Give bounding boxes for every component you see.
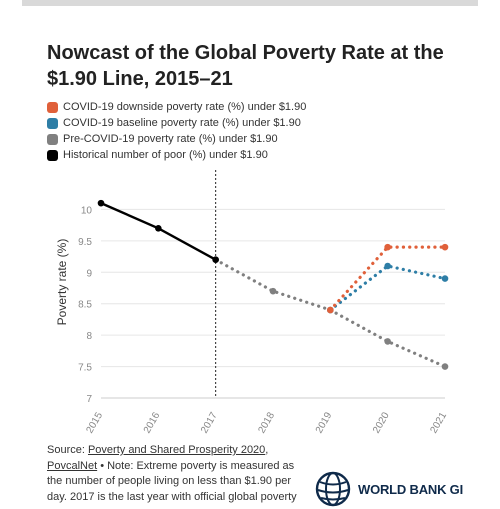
data-point <box>441 243 449 251</box>
x-tick-label: 2020 <box>371 410 392 435</box>
y-tick-label: 7 <box>86 394 92 405</box>
source-prefix: Source: <box>47 444 88 456</box>
series-layer <box>97 199 449 370</box>
y-tick-label: 10 <box>81 205 93 216</box>
series-line-covid19-3 <box>328 245 447 312</box>
data-point <box>384 262 391 270</box>
x-tick-label: 2018 <box>256 410 277 435</box>
data-point <box>327 306 334 314</box>
legend: COVID-19 downside poverty rate (%) under… <box>47 99 306 163</box>
x-tick-label: 2015 <box>84 410 105 435</box>
data-point <box>384 243 391 251</box>
data-point <box>441 275 449 282</box>
legend-swatch-historical <box>47 149 58 161</box>
y-tick-label: 9 <box>86 268 92 279</box>
y-tick-label: 8 <box>86 331 92 342</box>
legend-label-downside: COVID-19 downside poverty rate (%) under… <box>63 101 307 113</box>
line-chart: 77.588.599.510 2015 2016 2017 2018 2019 2020 2… <box>55 170 449 435</box>
top-frame-bar <box>22 0 478 6</box>
y-axis-label: Poverty rate (%) <box>55 239 69 326</box>
world-bank-wordmark: WORLD BANK GI <box>358 481 463 497</box>
data-point <box>269 287 277 295</box>
data-point <box>212 256 219 264</box>
legend-item-downside: COVID-19 downside poverty rate (%) under… <box>47 99 306 115</box>
legend-item-precovid: Pre-COVID-19 poverty rate (%) under $1.9… <box>47 131 306 147</box>
y-tick-labels: 7 7.5 8 8.5 9 9.5 10 <box>78 205 92 405</box>
data-point <box>97 199 105 207</box>
y-tick-label: 8.5 <box>78 300 92 311</box>
world-bank-logo: WORLD BANK GI <box>314 470 463 508</box>
data-point <box>441 363 449 370</box>
x-tick-label: 2021 <box>428 410 449 435</box>
legend-swatch-downside <box>47 101 58 113</box>
data-point <box>155 224 162 232</box>
legend-item-historical: Historical number of poor (%) under $1.9… <box>47 147 306 163</box>
legend-swatch-precovid <box>47 133 58 145</box>
x-tick-label: 2016 <box>142 410 163 435</box>
source-note-text: • Note: Extreme poverty is measured as t… <box>47 459 297 503</box>
series-line-covid19-2 <box>328 264 447 312</box>
x-tick-labels: 2015 2016 2017 2018 2019 2020 2021 <box>84 410 449 435</box>
data-point <box>384 338 391 345</box>
source-link-povcalnet[interactable]: PovcalNet <box>47 459 98 472</box>
legend-label-baseline: COVID-19 baseline poverty rate (%) under… <box>63 117 301 129</box>
y-tick-label: 9.5 <box>78 237 92 248</box>
world-bank-globe-icon <box>315 471 351 507</box>
legend-swatch-baseline <box>47 117 58 129</box>
y-tick-label: 7.5 <box>78 363 92 374</box>
chart-title: Nowcast of the Global Poverty Rate at th… <box>47 42 444 90</box>
x-tick-label: 2017 <box>199 410 220 435</box>
x-tick-label: 2019 <box>314 410 335 435</box>
source-comma: , <box>265 444 269 456</box>
source-link-psp[interactable]: Poverty and Shared Prosperity 2020 <box>87 444 266 456</box>
source-note: Source: Poverty and Shared Prosperity 20… <box>47 443 312 505</box>
legend-item-baseline: COVID-19 baseline poverty rate (%) under… <box>47 115 306 131</box>
legend-label-historical: Historical number of poor (%) under $1.9… <box>63 149 268 161</box>
gridlines <box>101 208 445 399</box>
legend-label-precovid: Pre-COVID-19 poverty rate (%) under $1.9… <box>63 133 278 145</box>
